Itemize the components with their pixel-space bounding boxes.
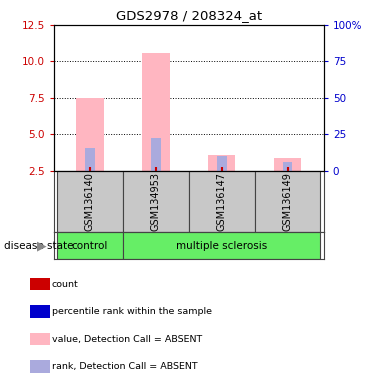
- Bar: [123, 232, 320, 259]
- Bar: [274, 159, 301, 171]
- Text: control: control: [72, 241, 108, 251]
- Text: GSM136147: GSM136147: [217, 172, 227, 231]
- Bar: [57, 171, 123, 232]
- Bar: [255, 171, 320, 232]
- Text: ▶: ▶: [37, 239, 46, 252]
- Text: value, Detection Call = ABSENT: value, Detection Call = ABSENT: [52, 334, 202, 344]
- Title: GDS2978 / 208324_at: GDS2978 / 208324_at: [116, 9, 262, 22]
- Text: percentile rank within the sample: percentile rank within the sample: [52, 307, 212, 316]
- Bar: [30, 305, 50, 318]
- Text: GSM134953: GSM134953: [151, 172, 161, 231]
- Bar: [283, 162, 292, 171]
- Bar: [76, 98, 104, 171]
- Bar: [57, 232, 123, 259]
- Bar: [151, 138, 161, 171]
- Bar: [85, 147, 95, 171]
- Bar: [30, 278, 50, 290]
- Text: multiple sclerosis: multiple sclerosis: [176, 241, 267, 251]
- Bar: [30, 333, 50, 345]
- Text: GSM136149: GSM136149: [283, 172, 293, 231]
- Bar: [208, 155, 235, 171]
- Text: GSM136140: GSM136140: [85, 172, 95, 231]
- Text: rank, Detection Call = ABSENT: rank, Detection Call = ABSENT: [52, 362, 198, 371]
- Bar: [123, 171, 189, 232]
- Bar: [217, 156, 226, 171]
- Bar: [189, 171, 255, 232]
- Text: count: count: [52, 280, 78, 289]
- Bar: [30, 360, 50, 373]
- Text: disease state: disease state: [4, 241, 73, 251]
- Bar: [142, 53, 169, 171]
